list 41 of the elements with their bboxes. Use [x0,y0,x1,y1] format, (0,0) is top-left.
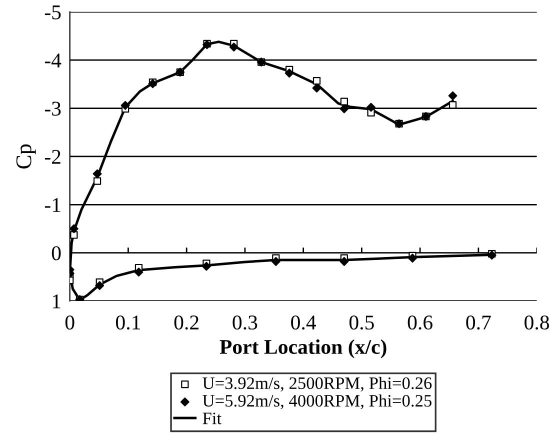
x-axis-title: Port Location (x/c) [220,339,386,358]
y-tick-label: -3 [44,102,61,116]
x-tick-label: 0.1 [116,315,140,330]
x-tick-label: 0.4 [291,315,316,330]
y-tick-label: 0 [52,246,61,260]
point [92,169,102,178]
point [312,84,322,93]
x-tick-label: 0.6 [408,315,432,330]
point [408,254,417,263]
point [93,177,102,185]
point [70,224,78,234]
point [95,281,104,290]
point [340,104,349,114]
legend-label: Fit [202,412,222,424]
y-tick-label: -4 [44,54,62,68]
point [134,268,144,277]
x-tick-label: 0 [65,315,74,330]
legend-label: U=5.92m/s, 4000RPM, Phi=0.25 [202,394,432,410]
x-tick-label: 0.7 [466,315,491,330]
point [448,101,457,109]
point [312,77,321,85]
point [366,102,376,112]
y-tick-label: -2 [44,150,60,164]
x-tick-label: 0.8 [524,315,550,330]
point [120,100,130,110]
point [202,262,211,271]
point [70,231,78,239]
point [340,98,348,106]
x-tick-label: 0.5 [349,315,374,330]
point [340,257,349,266]
y-axis-title: Cp [16,144,36,169]
y-tick-label: 1 [52,294,60,308]
point [284,68,294,78]
y-tick-label: -5 [44,6,61,20]
y-tick-label: -1 [44,198,60,212]
point [448,91,458,100]
x-tick-label: 0.2 [174,315,198,330]
point [271,257,280,266]
legend-label: U=3.92m/s, 2500RPM, Phi=0.26 [202,376,432,392]
point [229,42,238,52]
x-tick-label: 0.3 [232,315,258,330]
